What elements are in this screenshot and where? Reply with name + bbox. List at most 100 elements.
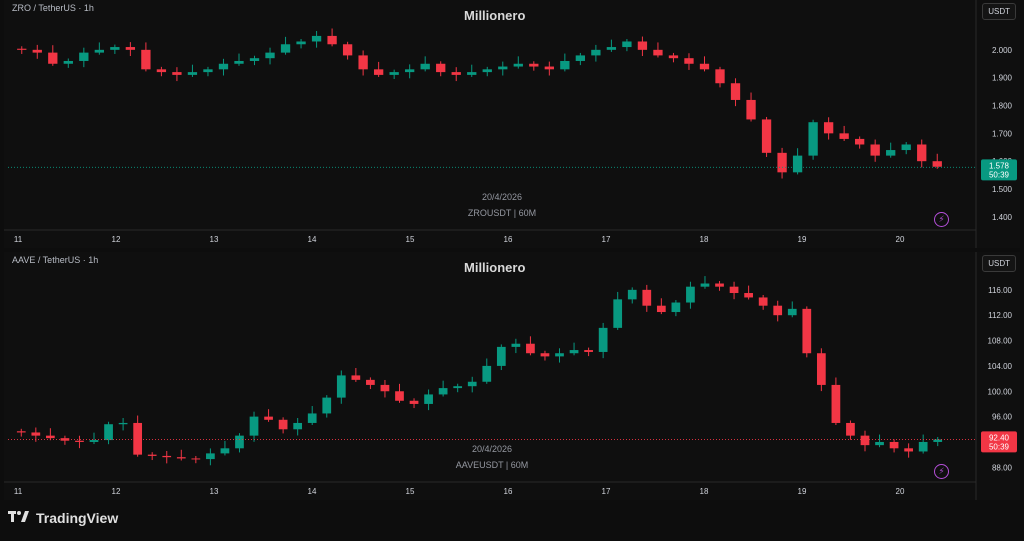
candle	[482, 66, 492, 77]
candle	[75, 435, 84, 449]
candle	[746, 92, 756, 122]
candle-body	[613, 299, 623, 328]
symbol-label[interactable]: ZRO / TetherUS · 1h	[12, 3, 94, 13]
candle	[575, 52, 586, 66]
candle-body	[218, 63, 229, 70]
candle-body	[555, 353, 564, 357]
last-price-tag	[981, 431, 1017, 453]
candle	[249, 411, 259, 442]
currency-unit-button[interactable]: USDT	[982, 3, 1016, 20]
candle-body	[420, 63, 430, 70]
candle-body	[584, 350, 593, 352]
candle-body	[60, 438, 70, 441]
countdown-timer: 50:39	[989, 170, 1010, 179]
candle	[729, 281, 739, 300]
pair-watermark: ZROUSDT | 60M	[467, 208, 537, 218]
candle	[206, 448, 215, 466]
candle	[917, 139, 927, 168]
candle	[808, 119, 818, 160]
candle	[555, 348, 564, 363]
candle	[141, 42, 151, 72]
candle	[110, 44, 120, 54]
zro-candlestick-chart[interactable]: 2.0001.9001.8001.7001.6001.5001.40011121…	[4, 0, 1020, 248]
candle	[855, 136, 865, 149]
currency-unit-button[interactable]: USDT	[982, 255, 1016, 272]
lightning-icon[interactable]: ⚡	[934, 212, 949, 227]
candle	[792, 148, 803, 175]
candle-body	[311, 35, 322, 42]
candle-body	[823, 122, 834, 134]
candle-body	[234, 60, 244, 64]
candle-body	[642, 289, 652, 306]
candle	[395, 383, 404, 403]
candle	[176, 449, 186, 461]
chart-pane-aave[interactable]: 116.00112.00108.00104.00100.0096.0092.00…	[4, 252, 1020, 500]
candle	[451, 67, 461, 82]
candle	[63, 58, 73, 68]
candle	[147, 452, 157, 461]
y-tick-label: 104.00	[988, 362, 1013, 371]
candle	[584, 347, 593, 357]
candle	[191, 455, 201, 464]
candle-body	[686, 286, 695, 303]
candle	[540, 350, 550, 361]
candle	[684, 53, 694, 70]
candle-body	[901, 144, 911, 151]
candle	[787, 301, 797, 318]
candle-body	[280, 44, 291, 53]
candle-body	[627, 289, 637, 300]
candle-body	[265, 52, 275, 59]
candle-body	[773, 305, 783, 316]
candle	[823, 117, 834, 140]
aave-candlestick-chart[interactable]: 116.00112.00108.00104.00100.0096.0092.00…	[4, 252, 1020, 500]
candle	[816, 348, 826, 392]
footer-branding[interactable]: TradingView	[8, 510, 118, 526]
candle	[773, 300, 783, 322]
x-tick-label: 11	[14, 235, 23, 244]
candle	[606, 39, 617, 52]
candle	[264, 409, 273, 422]
candle-body	[540, 353, 550, 357]
y-tick-label: 1.900	[992, 74, 1013, 83]
symbol-label[interactable]: AAVE / TetherUS · 1h	[12, 255, 99, 265]
date-watermark: 20/4/2026	[471, 444, 513, 454]
candle	[307, 406, 317, 426]
candle-body	[172, 72, 182, 75]
candle-body	[917, 144, 927, 162]
lightning-icon[interactable]: ⚡	[934, 464, 949, 479]
candle	[496, 344, 506, 371]
x-tick-label: 13	[210, 487, 219, 496]
candle-body	[544, 66, 554, 70]
candle-body	[777, 152, 787, 173]
candle	[802, 306, 812, 358]
candle	[642, 284, 652, 312]
candle-body	[133, 422, 143, 455]
candle-body	[249, 416, 259, 436]
chart-pane-zro[interactable]: 2.0001.9001.8001.7001.6001.5001.40011121…	[4, 0, 1020, 248]
candle	[653, 42, 663, 58]
x-tick-label: 18	[700, 487, 709, 496]
candle-body	[467, 72, 477, 75]
candle	[104, 421, 113, 445]
candle-body	[700, 283, 710, 287]
candle-body	[855, 138, 865, 145]
candle	[366, 377, 375, 390]
candle-body	[389, 72, 399, 75]
candle-body	[176, 457, 186, 459]
candle	[280, 36, 291, 55]
candle	[529, 61, 539, 71]
candle-body	[802, 308, 812, 354]
y-tick-label: 100.00	[988, 387, 1013, 396]
candle-body	[48, 52, 58, 64]
candle	[467, 64, 477, 77]
last-price-value: 1.578	[989, 161, 1010, 170]
candle	[656, 298, 666, 315]
candle-body	[860, 435, 870, 446]
candle-body	[206, 453, 215, 460]
candle-body	[395, 391, 404, 401]
candle	[420, 56, 430, 72]
candle-body	[598, 327, 608, 352]
candle	[125, 42, 136, 57]
x-tick-label: 13	[210, 235, 219, 244]
candle-body	[46, 435, 55, 439]
